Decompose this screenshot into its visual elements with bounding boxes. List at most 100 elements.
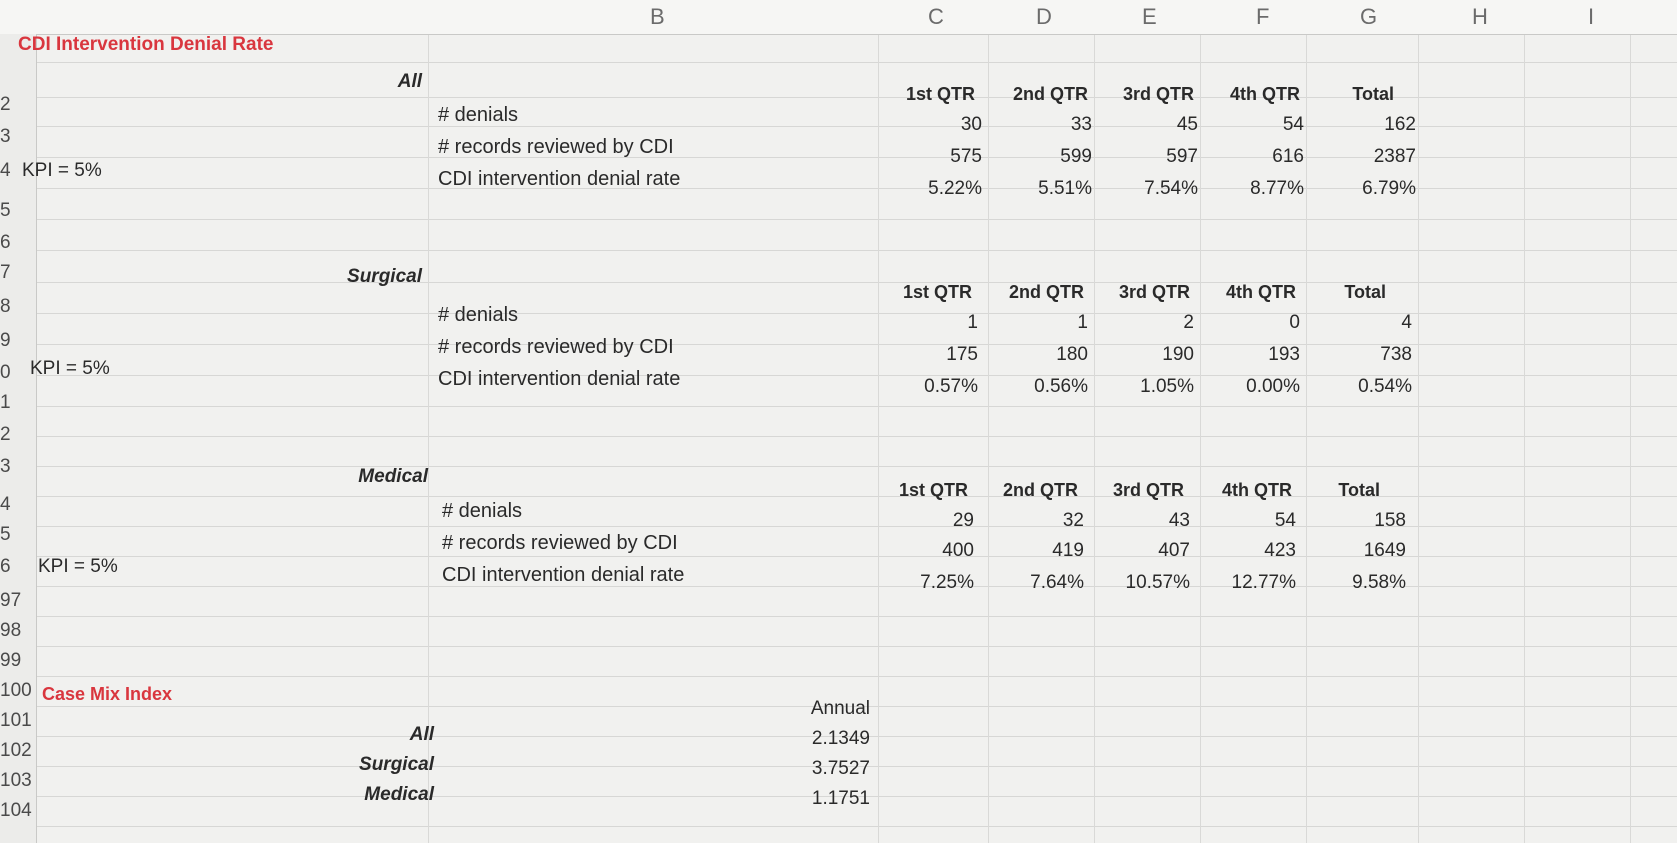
cell-all-records-total[interactable]: 2387 [1373, 146, 1416, 167]
cell-medical-rate-q3[interactable]: 10.57% [1125, 572, 1190, 593]
header-q4[interactable]: 4th QTR [1226, 282, 1296, 302]
row-number[interactable]: 3 [0, 456, 11, 477]
cell-surgical-denials-q4[interactable]: 0 [1289, 312, 1300, 333]
row-number[interactable]: 7 [0, 262, 11, 283]
column-header-e[interactable]: E [1142, 4, 1157, 29]
cell-all-rate-total[interactable]: 6.79% [1362, 178, 1416, 199]
cell-medical-records-total[interactable]: 1649 [1363, 540, 1406, 561]
row-label-rate[interactable]: CDI intervention denial rate [442, 564, 685, 586]
cell-medical-records-q4[interactable]: 423 [1264, 540, 1296, 561]
header-q1[interactable]: 1st QTR [898, 480, 968, 500]
row-number[interactable]: 103 [0, 770, 32, 791]
row-number[interactable]: 102 [0, 740, 32, 761]
cell-all-rate-q2[interactable]: 5.51% [1038, 178, 1092, 199]
cell-surgical-records-q3[interactable]: 190 [1162, 344, 1194, 365]
cell-medical-denials-total[interactable]: 158 [1374, 510, 1406, 531]
row-label-rate[interactable]: CDI intervention denial rate [438, 368, 681, 390]
cell-surgical-denials-q1[interactable]: 1 [967, 312, 978, 333]
cell-surgical-rate-q1[interactable]: 0.57% [924, 376, 978, 397]
cell-medical-rate-q4[interactable]: 12.77% [1231, 572, 1296, 593]
row-number[interactable]: 99 [0, 650, 22, 671]
cell-surgical-rate-q2[interactable]: 0.56% [1034, 376, 1088, 397]
cell-medical-records-q2[interactable]: 419 [1052, 540, 1084, 561]
cell-surgical-records-q1[interactable]: 175 [946, 344, 978, 365]
cell-medical-records-q1[interactable]: 400 [942, 540, 974, 561]
cmi-value-medical[interactable]: 1.1751 [811, 788, 870, 809]
row-number[interactable]: 4 [0, 160, 11, 181]
row-number[interactable]: 1 [0, 392, 11, 413]
cell-all-records-q3[interactable]: 597 [1166, 146, 1198, 167]
row-number[interactable]: 6 [0, 232, 11, 253]
kpi-label[interactable]: KPI = 5% [22, 160, 102, 181]
cmi-label-medical[interactable]: Medical [364, 784, 434, 805]
header-q1[interactable]: 1st QTR [905, 84, 975, 104]
column-header-c[interactable]: C [928, 4, 944, 29]
row-number[interactable]: 8 [0, 296, 11, 317]
row-number[interactable]: 5 [0, 200, 11, 221]
row-number[interactable]: 2 [0, 94, 11, 115]
cell-surgical-records-q4[interactable]: 193 [1268, 344, 1300, 365]
cell-all-denials-total[interactable]: 162 [1384, 114, 1416, 135]
cell-surgical-rate-q3[interactable]: 1.05% [1140, 376, 1194, 397]
cell-surgical-rate-q4[interactable]: 0.00% [1246, 376, 1300, 397]
header-q3[interactable]: 3rd QTR [1112, 480, 1184, 500]
row-label-rate[interactable]: CDI intervention denial rate [438, 168, 681, 190]
cmi-value-surgical[interactable]: 3.7527 [811, 758, 870, 779]
column-header-i[interactable]: I [1588, 4, 1595, 29]
cell-surgical-denials-q3[interactable]: 2 [1183, 312, 1194, 333]
row-number[interactable]: 97 [0, 590, 22, 611]
column-header-g[interactable]: G [1360, 4, 1378, 29]
row-number[interactable]: 5 [0, 524, 11, 545]
header-q2[interactable]: 2nd QTR [1013, 84, 1088, 104]
header-q2[interactable]: 2nd QTR [1003, 480, 1078, 500]
cell-medical-denials-q4[interactable]: 54 [1274, 510, 1296, 531]
row-label-denials[interactable]: # denials [438, 304, 519, 326]
column-header-d[interactable]: D [1036, 4, 1052, 29]
header-total[interactable]: Total [1338, 480, 1380, 500]
cell-all-rate-q1[interactable]: 5.22% [928, 178, 982, 199]
row-number[interactable]: 100 [0, 680, 32, 701]
kpi-label[interactable]: KPI = 5% [30, 358, 110, 379]
cell-medical-rate-q2[interactable]: 7.64% [1030, 572, 1084, 593]
cell-surgical-records-total[interactable]: 738 [1380, 344, 1412, 365]
header-total[interactable]: Total [1344, 282, 1386, 302]
column-header-f[interactable]: F [1256, 4, 1270, 29]
row-number[interactable]: 0 [0, 362, 11, 383]
header-q2[interactable]: 2nd QTR [1009, 282, 1084, 302]
row-number[interactable]: 3 [0, 126, 11, 147]
case-mix-index-title[interactable]: Case Mix Index [42, 684, 173, 704]
cell-all-records-q4[interactable]: 616 [1272, 146, 1304, 167]
cell-all-denials-q4[interactable]: 54 [1282, 114, 1304, 135]
row-number[interactable]: 2 [0, 424, 11, 445]
cmi-label-all[interactable]: All [409, 724, 434, 745]
cell-surgical-records-q2[interactable]: 180 [1056, 344, 1088, 365]
row-number[interactable]: 6 [0, 556, 11, 577]
row-number[interactable]: 9 [0, 330, 11, 351]
cmi-header-annual[interactable]: Annual [810, 698, 870, 719]
row-number[interactable]: 4 [0, 494, 11, 515]
row-number[interactable]: 104 [0, 800, 32, 821]
denial-rate-title[interactable]: CDI Intervention Denial Rate [18, 34, 274, 55]
section-label-medical[interactable]: Medical [358, 466, 428, 487]
cell-surgical-denials-q2[interactable]: 1 [1077, 312, 1088, 333]
cell-medical-denials-q1[interactable]: 29 [952, 510, 974, 531]
cell-all-denials-q1[interactable]: 30 [960, 114, 982, 135]
cell-medical-rate-total[interactable]: 9.58% [1352, 572, 1406, 593]
cell-all-records-q2[interactable]: 599 [1060, 146, 1092, 167]
row-label-denials[interactable]: # denials [438, 104, 519, 126]
column-header-b[interactable]: B [650, 4, 665, 29]
row-number[interactable]: 98 [0, 620, 22, 641]
header-total[interactable]: Total [1352, 84, 1394, 104]
column-header-h[interactable]: H [1472, 4, 1488, 29]
cmi-label-surgical[interactable]: Surgical [359, 754, 434, 775]
row-label-records[interactable]: # records reviewed by CDI [442, 532, 678, 554]
cell-surgical-denials-total[interactable]: 4 [1401, 312, 1412, 333]
cell-medical-denials-q3[interactable]: 43 [1168, 510, 1190, 531]
section-label-surgical[interactable]: Surgical [347, 266, 422, 287]
header-q1[interactable]: 1st QTR [902, 282, 972, 302]
header-q3[interactable]: 3rd QTR [1122, 84, 1194, 104]
row-number[interactable]: 101 [0, 710, 32, 731]
cell-medical-records-q3[interactable]: 407 [1158, 540, 1190, 561]
cell-surgical-rate-total[interactable]: 0.54% [1358, 376, 1412, 397]
